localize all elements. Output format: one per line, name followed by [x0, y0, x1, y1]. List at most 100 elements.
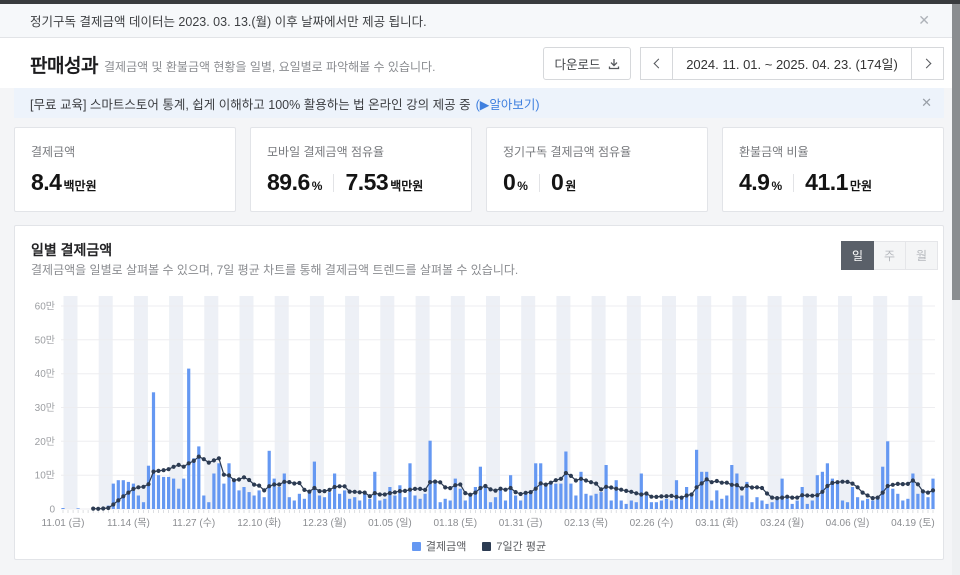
payment-bar[interactable] [242, 487, 246, 509]
daily-chart-svg[interactable]: 0 10만 20만 30만 40만 50만 60만 11.01 (금) 11.14 (목) 11.… [27, 294, 937, 536]
payment-bar[interactable] [187, 368, 191, 509]
payment-bar[interactable] [514, 495, 518, 510]
payment-bar[interactable] [76, 508, 80, 509]
avg-dot[interactable] [372, 491, 377, 496]
avg-dot[interactable] [724, 480, 729, 485]
payment-bar[interactable] [307, 490, 311, 509]
avg-dot[interactable] [116, 498, 121, 503]
avg-dot[interactable] [171, 464, 176, 469]
payment-bar[interactable] [519, 500, 523, 510]
avg-dot[interactable] [493, 488, 498, 493]
payment-bar[interactable] [589, 495, 593, 510]
payment-bar[interactable] [368, 498, 372, 509]
payment-bar[interactable] [659, 500, 663, 510]
payment-bar[interactable] [498, 487, 503, 509]
payment-bar[interactable] [584, 493, 588, 509]
avg-dot[interactable] [895, 481, 900, 486]
payment-bar[interactable] [745, 481, 749, 509]
payment-bar[interactable] [302, 498, 306, 509]
avg-dot[interactable] [840, 479, 845, 484]
avg-dot[interactable] [825, 483, 830, 489]
avg-dot[interactable] [473, 490, 478, 495]
payment-bar[interactable] [815, 475, 819, 509]
payment-bar[interactable] [338, 493, 342, 509]
payment-bar[interactable] [222, 483, 226, 509]
avg-dot[interactable] [407, 487, 413, 492]
avg-dot[interactable] [845, 479, 850, 484]
avg-dot[interactable] [709, 480, 714, 485]
avg-dot[interactable] [639, 492, 644, 497]
payment-bar[interactable] [388, 487, 392, 509]
avg-dot[interactable] [679, 495, 684, 500]
payment-bar[interactable] [453, 478, 457, 509]
avg-dot[interactable] [780, 495, 785, 500]
avg-dot[interactable] [392, 490, 397, 495]
avg-dot[interactable] [664, 494, 669, 499]
avg-dot[interactable] [206, 460, 211, 465]
avg-dot[interactable] [166, 467, 171, 472]
payment-bar[interactable] [886, 441, 890, 509]
payment-bar[interactable] [629, 500, 633, 510]
avg-dot[interactable] [644, 491, 649, 496]
avg-dot[interactable] [136, 485, 141, 490]
payment-bar[interactable] [881, 466, 885, 509]
avg-dot[interactable] [458, 482, 463, 487]
avg-dot[interactable] [196, 454, 201, 459]
payment-bar[interactable] [418, 498, 422, 509]
payment-bar[interactable] [237, 490, 241, 509]
payment-bar[interactable] [775, 498, 779, 509]
payment-bar[interactable] [292, 500, 296, 510]
payment-bar[interactable] [579, 471, 583, 509]
avg-dot[interactable] [236, 477, 242, 482]
avg-dot[interactable] [508, 485, 513, 491]
avg-dot[interactable] [262, 488, 267, 493]
payment-bar[interactable] [740, 495, 744, 510]
payment-bar[interactable] [503, 500, 508, 510]
payment-bar[interactable] [780, 478, 784, 509]
payment-bar[interactable] [639, 473, 643, 510]
payment-bar[interactable] [262, 497, 266, 509]
avg-dot[interactable] [267, 484, 272, 489]
payment-bar[interactable] [735, 473, 739, 510]
avg-dot[interactable] [558, 476, 564, 481]
payment-bar[interactable] [901, 500, 905, 510]
avg-dot[interactable] [905, 481, 911, 486]
avg-dot[interactable] [478, 485, 483, 491]
avg-dot[interactable] [649, 494, 654, 499]
avg-dot[interactable] [322, 489, 327, 494]
payment-bar[interactable] [911, 473, 915, 510]
avg-dot[interactable] [553, 478, 558, 483]
avg-dot[interactable] [523, 490, 528, 495]
avg-dot[interactable] [739, 486, 745, 491]
scrollbar-track[interactable] [952, 4, 960, 575]
payment-bar[interactable] [111, 483, 115, 509]
avg-dot[interactable] [775, 496, 780, 501]
avg-dot[interactable] [191, 458, 196, 463]
avg-dot[interactable] [468, 492, 473, 497]
avg-dot[interactable] [930, 488, 936, 493]
payment-bar[interactable] [192, 458, 196, 510]
payment-bar[interactable] [448, 500, 452, 510]
avg-dot[interactable] [518, 491, 523, 497]
payment-bar[interactable] [408, 463, 412, 509]
avg-dot[interactable] [855, 485, 860, 490]
avg-dot[interactable] [850, 481, 855, 486]
avg-dot[interactable] [764, 491, 770, 496]
avg-dot[interactable] [805, 493, 810, 498]
avg-dot[interactable] [131, 486, 136, 491]
avg-dot[interactable] [463, 491, 468, 496]
payment-bar[interactable] [333, 473, 337, 510]
avg-dot[interactable] [624, 488, 629, 493]
next-period-button[interactable] [911, 47, 944, 80]
avg-dot[interactable] [312, 485, 317, 491]
avg-dot[interactable] [920, 489, 926, 494]
payment-bar[interactable] [438, 502, 442, 509]
payment-bar[interactable] [896, 493, 900, 509]
payment-bar[interactable] [624, 503, 628, 509]
avg-dot[interactable] [729, 482, 734, 487]
payment-bar[interactable] [529, 492, 533, 509]
payment-bar[interactable] [217, 463, 221, 509]
payment-bar[interactable] [549, 481, 553, 509]
avg-dot[interactable] [332, 484, 337, 490]
payment-bar[interactable] [674, 480, 679, 509]
